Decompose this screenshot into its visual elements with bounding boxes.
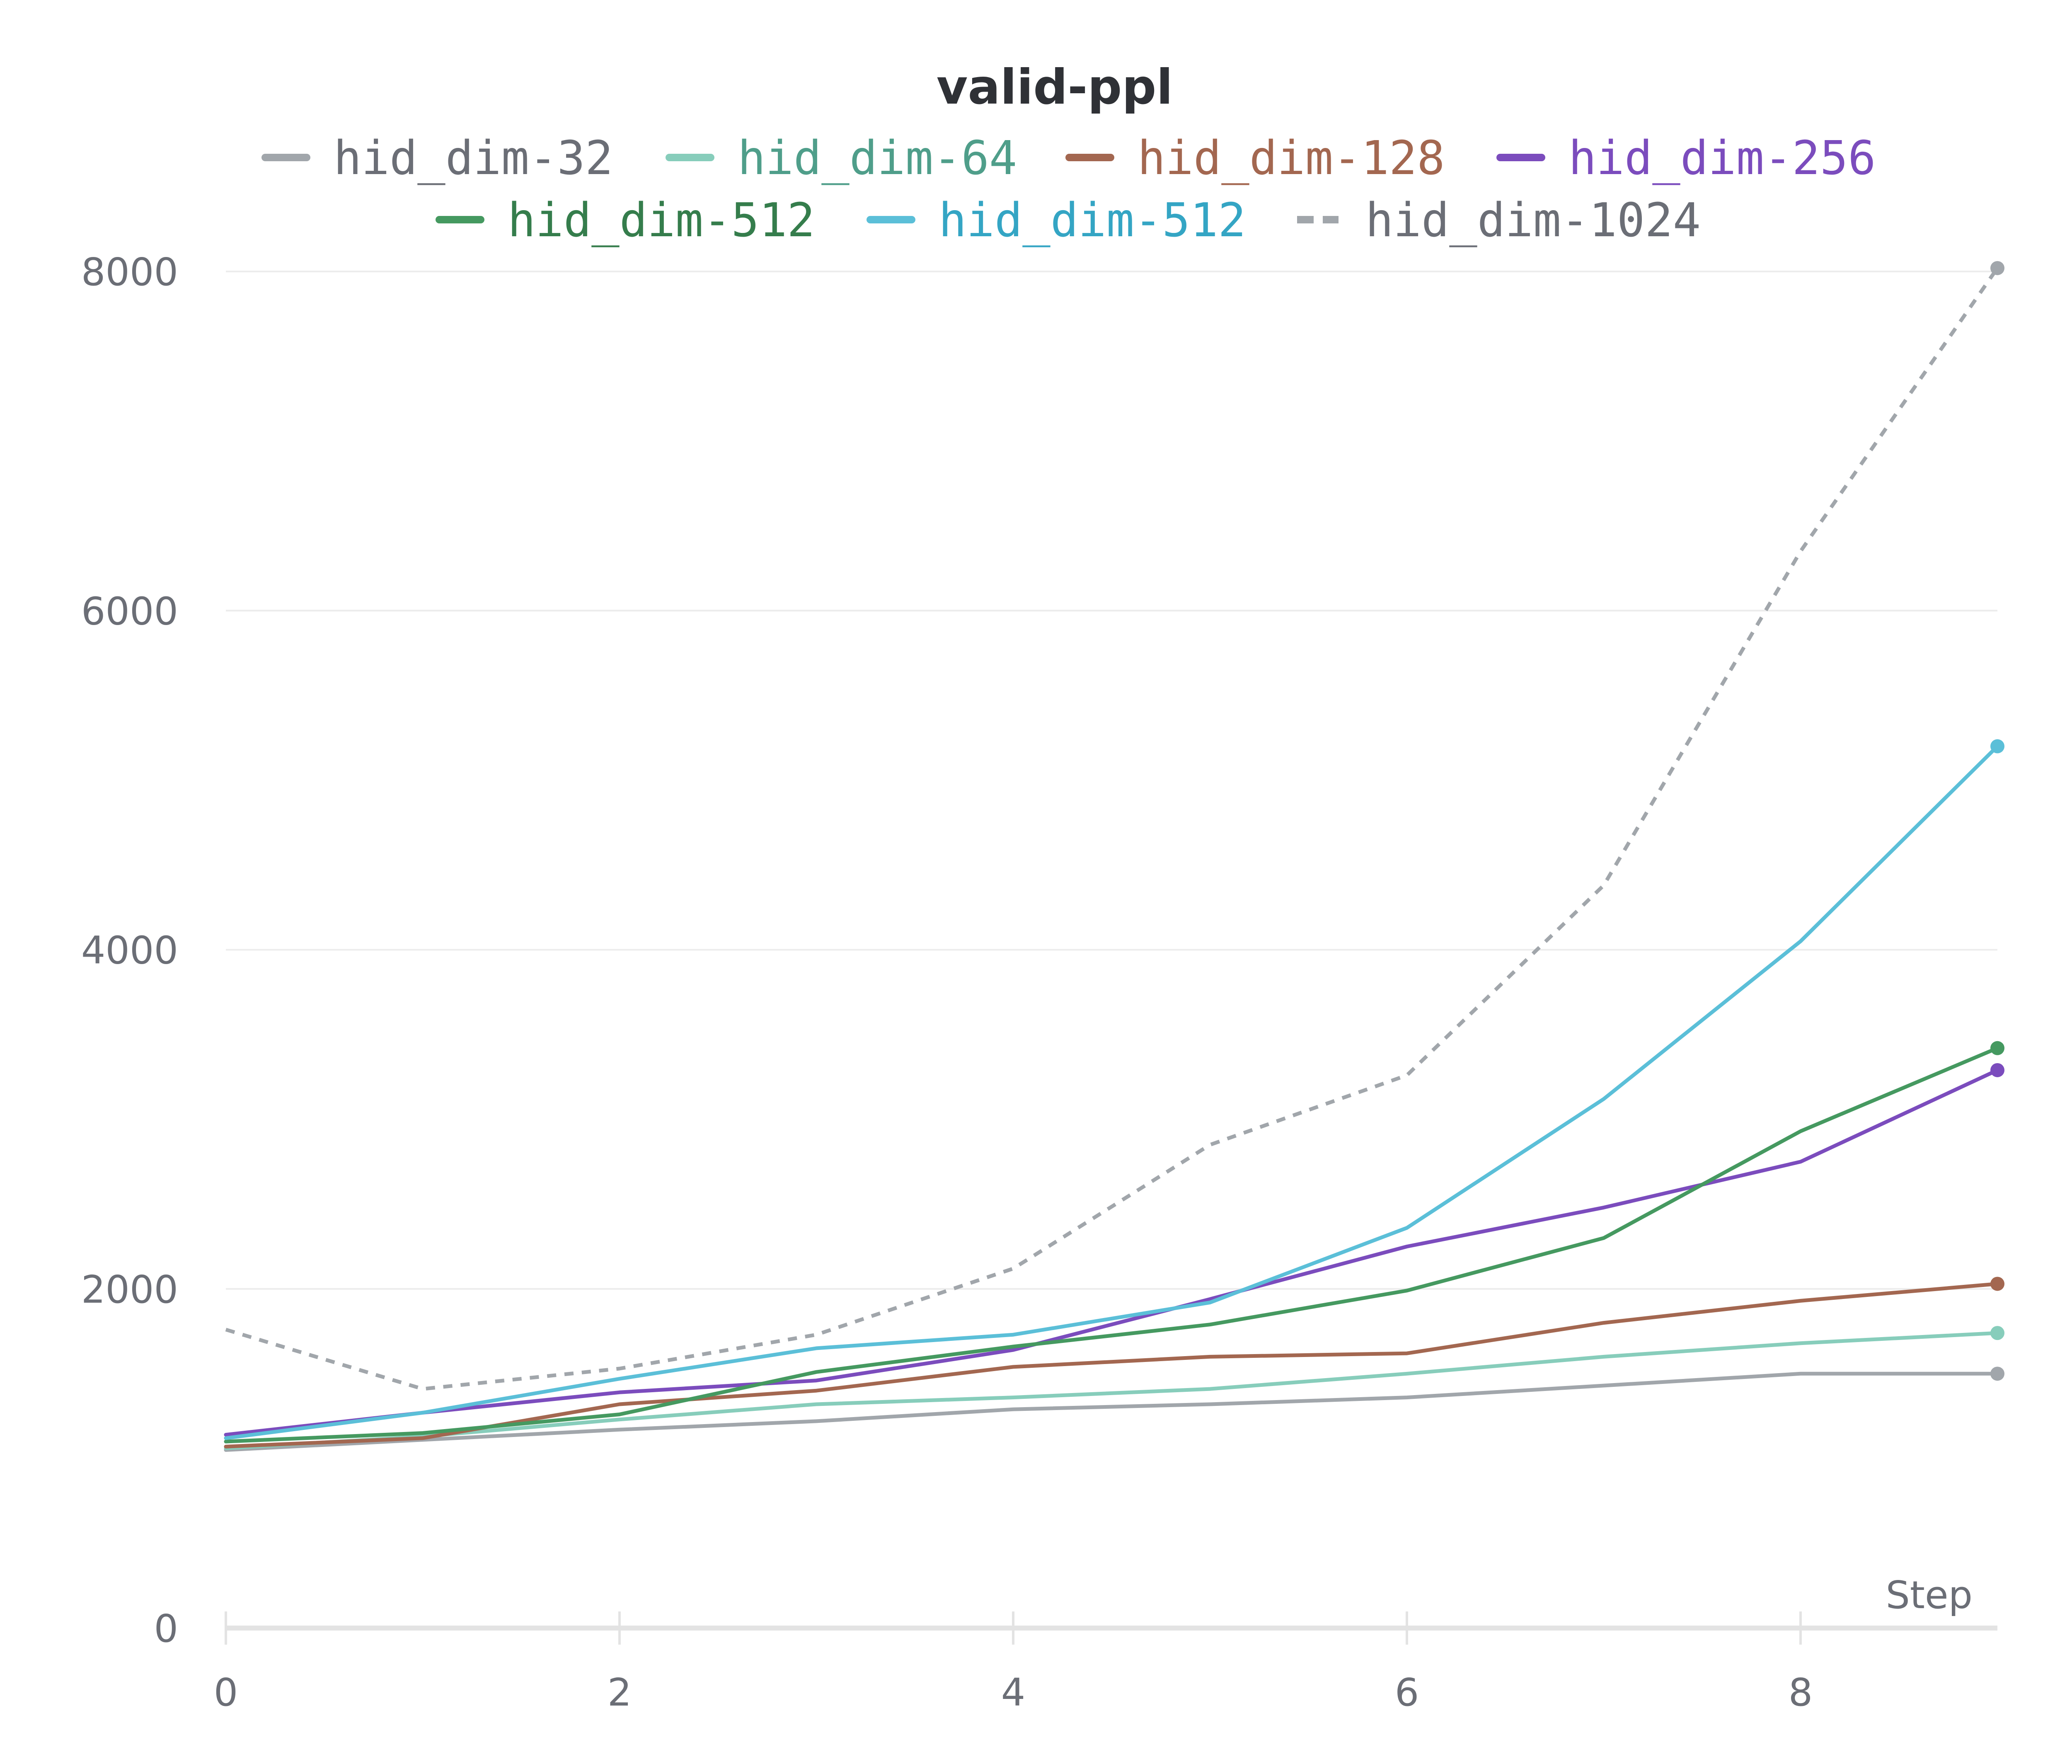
legend-item-3[interactable]: hid_dim-256 [1496,131,1876,185]
series-endpoint-4 [1990,1041,2004,1055]
chart-title: valid-ppl [937,59,1173,115]
x-tick-label: 0 [214,1670,238,1715]
legend-item-4[interactable]: hid_dim-512 [436,194,815,247]
x-tick-label: 6 [1395,1670,1419,1715]
y-tick-label: 8000 [81,250,178,294]
legend-item-6[interactable]: hid_dim-1024 [1297,194,1701,247]
series-endpoint-1 [1990,1326,2004,1340]
legend-label: hid_dim-128 [1138,131,1445,185]
series-line-2 [224,1282,1999,1449]
legend-label: hid_dim-1024 [1365,194,1701,247]
y-tick-label: 2000 [81,1267,178,1312]
series-endpoint-0 [1990,1367,2004,1381]
series-line-0 [224,1371,1999,1452]
x-tick-label: 4 [1001,1670,1026,1715]
legend-item-1[interactable]: hid_dim-64 [666,131,1017,185]
legend-item-2[interactable]: hid_dim-128 [1065,131,1445,185]
x-tick-label: 8 [1789,1670,1813,1715]
y-tick-label: 4000 [81,928,178,973]
y-axis: 0 2000 4000 6000 8000 [81,250,178,1651]
y-tick-label: 6000 [81,589,178,633]
legend-label: hid_dim-512 [508,194,815,247]
legend[interactable]: hid_dim-32 hid_dim-64 hid_dim-128 hid_dim-2… [261,131,1876,247]
series-endpoint-2 [1990,1277,2004,1291]
legend-label: hid_dim-64 [738,131,1017,185]
y-tick-label: 0 [154,1606,178,1651]
legend-label: hid_dim-512 [939,194,1246,247]
x-axis: 0 2 4 6 8 [214,1611,1997,1715]
gridlines [226,271,1997,1290]
series-line-6 [225,267,1999,1391]
series-endpoint-5 [1990,739,2004,754]
legend-label: hid_dim-256 [1569,131,1876,185]
x-tick-label: 2 [608,1670,632,1715]
legend-item-0[interactable]: hid_dim-32 [261,131,613,185]
series-endpoint-6 [1990,261,2004,275]
series-line-1 [224,1331,1999,1450]
series-line-4 [224,1046,1999,1444]
series-line-3 [224,1068,1999,1437]
series-line-5 [224,744,1999,1440]
legend-item-5[interactable]: hid_dim-512 [867,194,1246,247]
series-endpoint-3 [1990,1063,2004,1077]
legend-label: hid_dim-32 [334,131,613,185]
x-axis-label: Step [1886,1573,1973,1617]
series-layer [224,261,2004,1452]
